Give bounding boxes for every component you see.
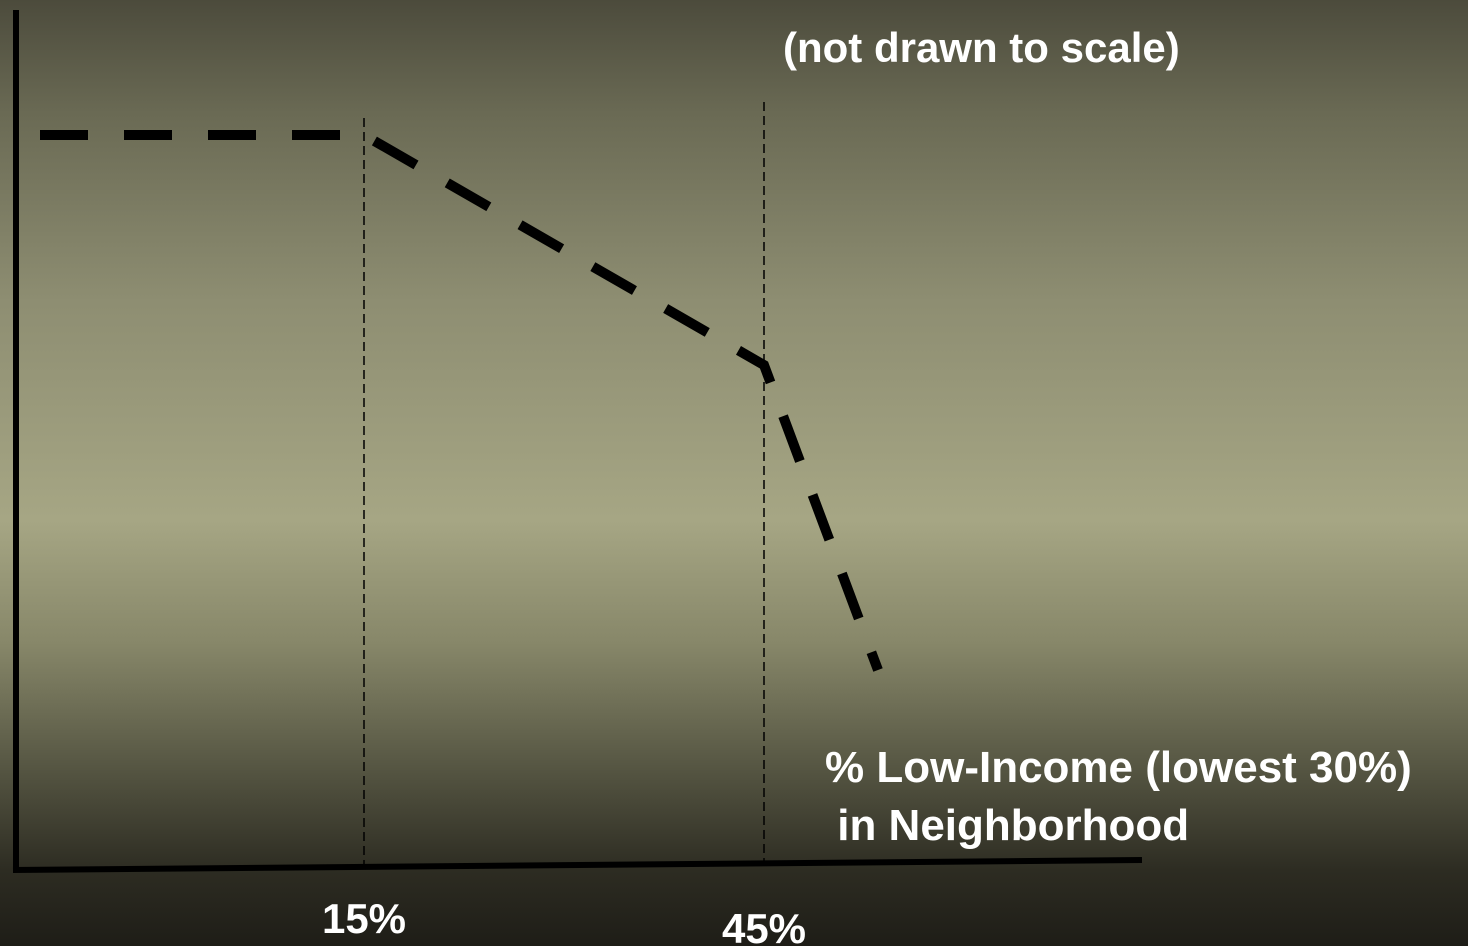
x-axis-label-line-1: % Low-Income (lowest 30%) bbox=[825, 743, 1412, 792]
x-tick-label-1: 45% bbox=[722, 905, 806, 946]
x-tick-label-0: 15% bbox=[322, 895, 406, 942]
series-line-0 bbox=[40, 130, 883, 672]
x-axis bbox=[12, 857, 1143, 873]
chart-title: (not drawn to scale) bbox=[783, 24, 1180, 71]
x-axis-label-line-2: in Neighborhood bbox=[825, 801, 1189, 850]
